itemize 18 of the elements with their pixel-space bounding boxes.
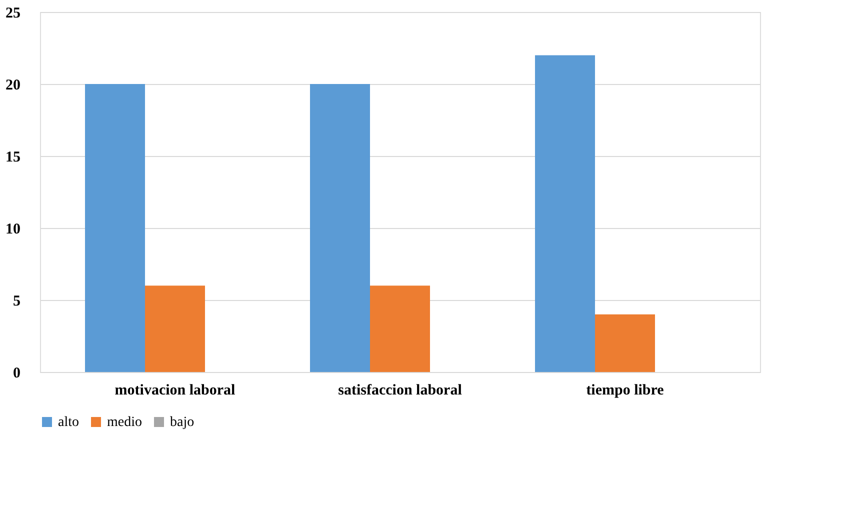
bar [310,84,370,372]
x-tick-label: satisfaccion laboral [338,382,462,398]
y-tick-label: 25 [6,6,20,22]
y-tick-label: 20 [6,78,20,94]
y-tick-label: 10 [6,222,20,238]
legend-label: bajo [170,415,194,430]
bar [145,286,205,372]
bar [535,55,595,372]
bar [85,84,145,372]
x-tick-label: motivacion laboral [114,382,236,398]
y-tick-label: 15 [6,150,20,166]
bar [595,314,655,372]
bar [370,286,430,372]
x-tick-label: tiempo libre [586,382,664,398]
legend-label: medio [107,415,142,430]
y-tick-label: 0 [13,366,20,382]
legend-label: alto [58,415,79,430]
y-tick-label: 5 [13,294,20,310]
